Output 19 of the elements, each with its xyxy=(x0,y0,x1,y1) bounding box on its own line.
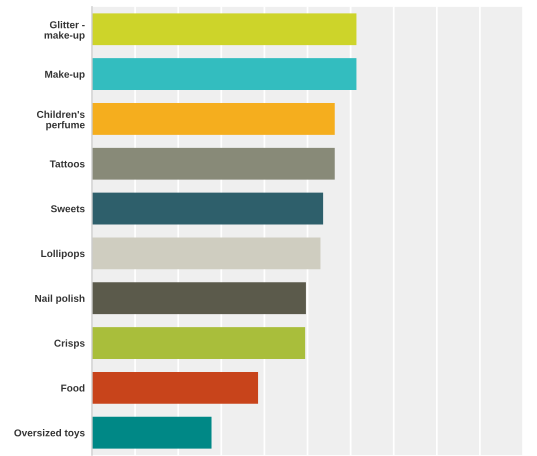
y-tick-label: Crisps xyxy=(54,339,85,349)
bar xyxy=(92,13,356,46)
y-tick-label: Glitter - make-up xyxy=(44,20,85,41)
y-tick-label: Sweets xyxy=(50,205,85,212)
bar xyxy=(92,192,324,224)
bar xyxy=(92,148,335,180)
bar xyxy=(92,102,335,135)
bar xyxy=(92,58,356,90)
y-tick-label: Make-up xyxy=(45,70,85,80)
bar xyxy=(92,416,212,449)
bar xyxy=(92,282,306,314)
y-tick-label: Nail polish xyxy=(35,294,84,304)
bar xyxy=(92,327,306,359)
y-tick-label: Food xyxy=(61,384,84,392)
y-tick-label: Tattoos xyxy=(50,160,85,168)
y-tick-label: Oversized toys xyxy=(14,429,85,438)
y-tick-label: Children's perfume xyxy=(36,110,85,130)
y-tick-label: Lollipops xyxy=(41,250,85,260)
bar xyxy=(92,372,258,404)
